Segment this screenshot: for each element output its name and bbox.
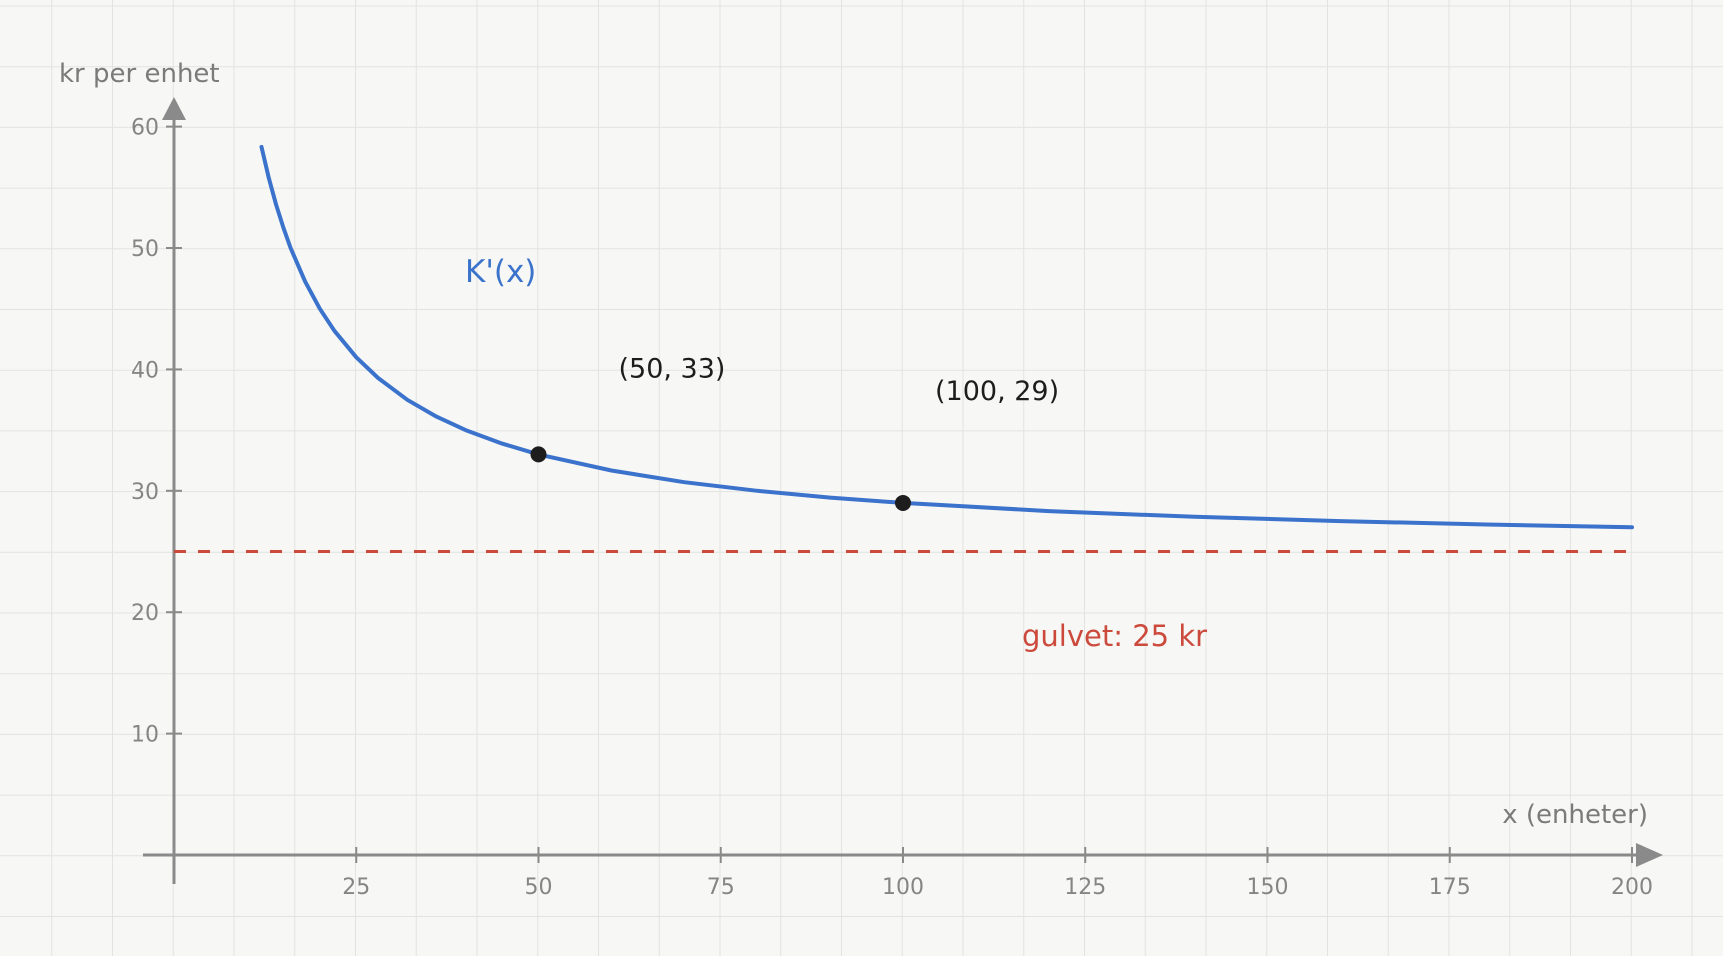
y-axis-title: kr per enhet xyxy=(59,59,220,89)
y-tick-label: 50 xyxy=(131,237,159,262)
x-tick-label: 50 xyxy=(525,875,553,900)
y-tick-label: 10 xyxy=(131,723,159,748)
data-point xyxy=(530,446,547,463)
y-axis-arrow-icon xyxy=(162,97,186,120)
series-label: K'(x) xyxy=(465,254,536,290)
reference-line-label: gulvet: 25 kr xyxy=(1022,619,1207,653)
series-line xyxy=(259,144,1634,530)
y-tick-label: 30 xyxy=(131,480,159,505)
y-tick-label: 60 xyxy=(131,116,159,141)
x-tick-label: 150 xyxy=(1247,875,1289,900)
data-point xyxy=(895,494,911,511)
series-group xyxy=(259,144,1634,530)
y-ticks: 10 20 30 40 50 60 xyxy=(131,116,182,748)
x-axis-title: x (enheter) xyxy=(1502,800,1648,830)
x-axis-arrow-icon xyxy=(1636,843,1663,867)
y-tick-label: 40 xyxy=(131,358,159,383)
axes xyxy=(143,97,1663,884)
y-tick-label: 20 xyxy=(131,601,159,626)
data-point-label: (50, 33) xyxy=(619,353,726,384)
x-ticks: 25 50 75 100 125 150 175 200 xyxy=(342,847,1653,900)
highlighted-points: (50, 33) (100, 29) xyxy=(530,353,1059,511)
x-tick-label: 200 xyxy=(1611,875,1653,900)
x-tick-label: 175 xyxy=(1429,875,1471,900)
x-tick-label: 125 xyxy=(1064,875,1106,900)
x-tick-label: 75 xyxy=(707,875,735,900)
x-tick-label: 25 xyxy=(342,875,370,900)
data-point-label: (100, 29) xyxy=(935,376,1059,407)
x-tick-label: 100 xyxy=(882,875,924,900)
